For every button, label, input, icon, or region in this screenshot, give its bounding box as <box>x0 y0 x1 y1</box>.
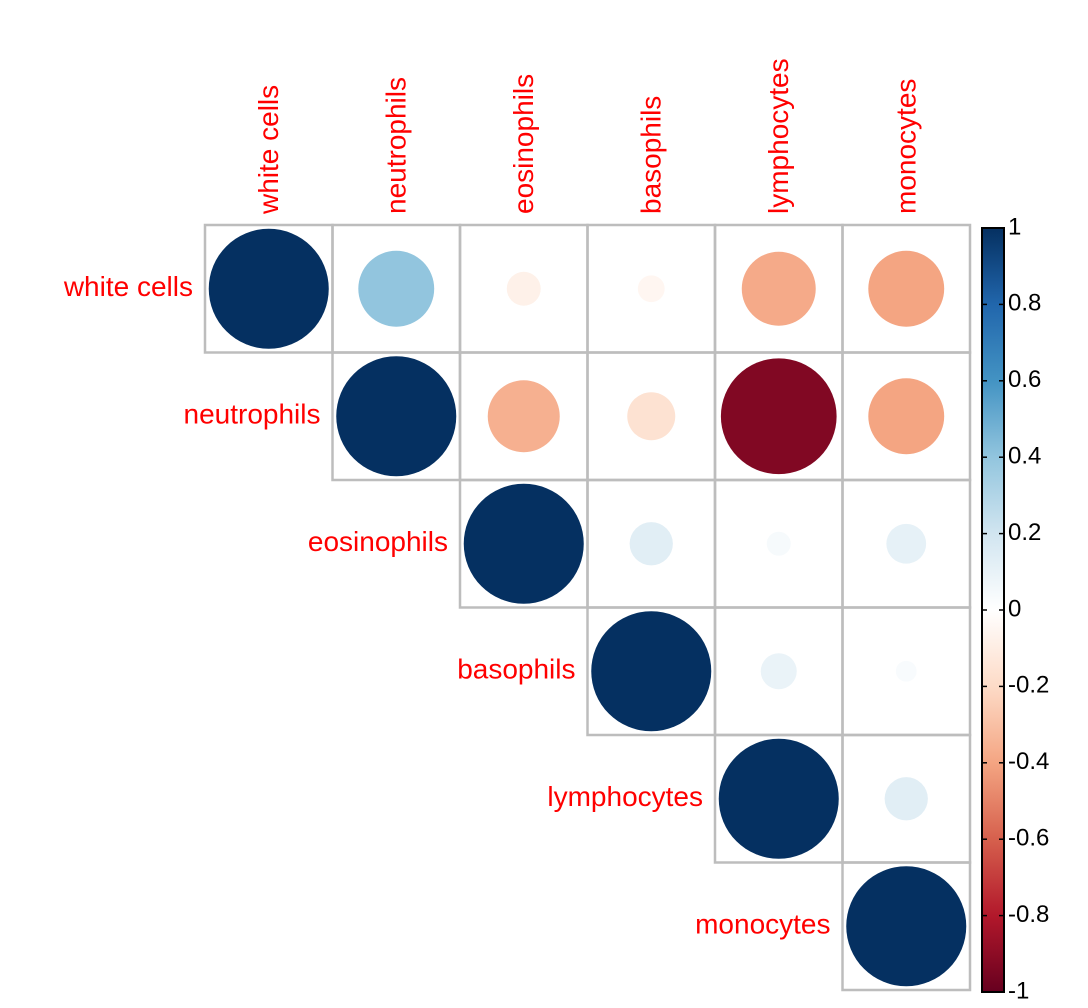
corr-circle <box>208 228 329 349</box>
corr-circle <box>358 250 435 327</box>
corr-circle <box>591 611 712 732</box>
corr-circle <box>720 358 837 475</box>
corr-circle <box>487 380 560 453</box>
row-label: monocytes <box>695 909 830 940</box>
colorbar-tick-label: 0 <box>1008 595 1021 622</box>
column-label: eosinophils <box>508 74 539 214</box>
corr-circle <box>868 250 945 327</box>
column-label: lymphocytes <box>763 58 794 214</box>
column-label: basophils <box>636 96 667 214</box>
colorbar-tick-label: 0.6 <box>1008 366 1041 393</box>
colorbar-tick-label: 0.4 <box>1008 443 1041 470</box>
corr-circle <box>637 275 665 303</box>
colorbar-tick-label: -1 <box>1008 977 1029 1003</box>
corr-circle <box>336 356 457 477</box>
corr-circle <box>846 866 967 987</box>
row-label: eosinophils <box>308 526 448 557</box>
corr-circle <box>886 523 927 564</box>
colorbar-tick-label: 1 <box>1008 213 1021 240</box>
corr-circle <box>506 271 541 306</box>
colorbar-tick-label: 0.8 <box>1008 290 1041 317</box>
cell <box>841 861 972 992</box>
row-label: neutrophils <box>184 399 321 430</box>
corr-circle <box>760 653 797 690</box>
column-label: monocytes <box>891 79 922 214</box>
column-label: white cells <box>253 85 284 215</box>
colorbar-tick-label: 0.2 <box>1008 519 1041 546</box>
colorbar-tick-label: -0.6 <box>1008 825 1049 852</box>
colorbar-tick-label: -0.8 <box>1008 901 1049 928</box>
corr-circle <box>629 522 673 566</box>
row-label: basophils <box>457 654 575 685</box>
column-label: neutrophils <box>381 77 412 214</box>
colorbar-tick-label: -0.2 <box>1008 672 1049 699</box>
corr-circle <box>868 378 945 455</box>
row-label: white cells <box>63 271 193 302</box>
colorbar-tick-label: -0.4 <box>1008 748 1049 775</box>
corr-circle <box>718 738 839 859</box>
corr-circle <box>895 660 917 682</box>
corr-circle <box>766 531 791 556</box>
corr-circle <box>741 251 816 326</box>
corr-circle <box>884 777 928 821</box>
corr-circle <box>463 483 584 604</box>
corr-circle <box>627 392 676 441</box>
row-label: lymphocytes <box>547 781 703 812</box>
